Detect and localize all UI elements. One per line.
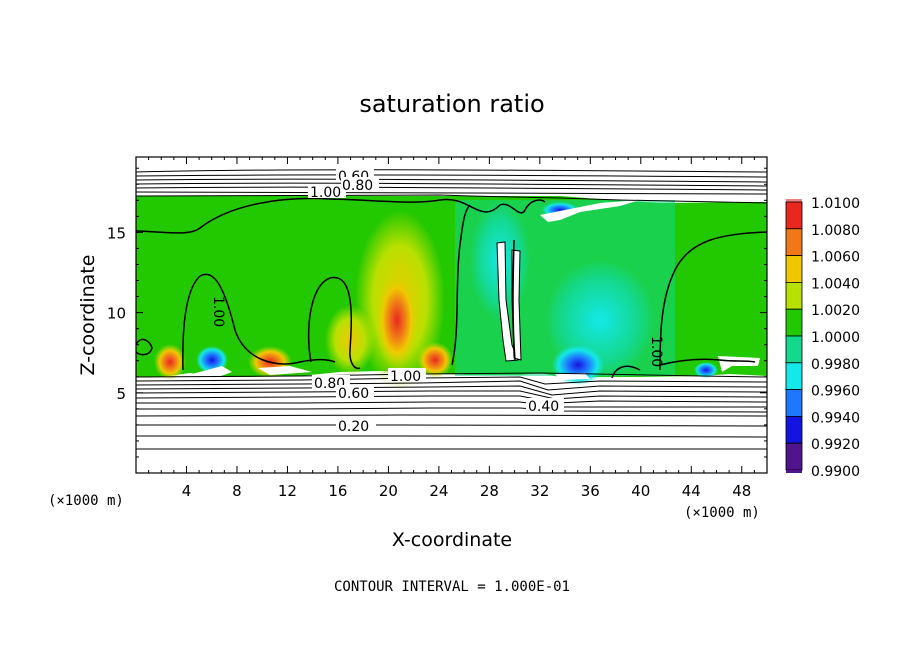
colorbar-swatch (785, 362, 803, 390)
x-tick-label: 44 (682, 482, 701, 500)
y-tick-label: 15 (107, 224, 126, 242)
x-tick-label: 40 (631, 482, 650, 500)
unsaturated-gap (555, 373, 590, 380)
contour-line (136, 191, 767, 195)
contour-line (136, 395, 767, 404)
heatmap-field (136, 196, 767, 390)
colorbar-swatch (785, 281, 803, 310)
unsaturated-gap (496, 241, 519, 362)
chart-title: saturation ratio (359, 90, 544, 118)
y-tick-label: 5 (116, 385, 126, 403)
colorbar-label: 0.9920 (811, 437, 860, 453)
contour-label: 0.60 (338, 386, 369, 402)
contour-line (182, 273, 336, 371)
colorbar-swatch (785, 389, 803, 417)
contour-interval-footer: CONTOUR INTERVAL = 1.000E-01 (334, 579, 570, 595)
x-tick-label: 16 (328, 482, 347, 500)
contour-line (136, 194, 767, 204)
colorbar-label: 1.0080 (811, 223, 860, 239)
contour-line (136, 338, 153, 356)
contour-label: 1.00 (390, 369, 421, 385)
y-tick-labels: 5 10 15 (107, 224, 126, 402)
contour-label: 1.00 (648, 336, 664, 367)
contour-line (136, 401, 767, 408)
contour-label: 0.80 (342, 178, 373, 194)
dry-anomaly (694, 362, 718, 378)
y-tick-label: 10 (107, 305, 126, 323)
contour-line (611, 365, 641, 379)
contour-line (451, 204, 471, 366)
contour-line (136, 390, 767, 400)
colorbar-cap (786, 470, 802, 473)
x-unit-label-right: (×1000 m) (684, 505, 760, 521)
colorbar-label: 1.0000 (811, 330, 860, 346)
contour-line (136, 197, 546, 234)
colorbar-swatch (785, 228, 803, 257)
x-tick-label: 28 (480, 482, 499, 500)
colorbar-label: 0.9980 (811, 357, 860, 373)
x-tick-label: 20 (379, 482, 398, 500)
contour-line (136, 186, 767, 191)
contour-label: 1.00 (310, 185, 341, 201)
axis-ticks (136, 157, 767, 473)
x-tick-label: 36 (581, 482, 600, 500)
contour-line (659, 358, 756, 366)
x-tick-label: 8 (232, 482, 242, 500)
x-tick-label: 24 (429, 482, 448, 500)
colorbar-label: 1.0100 (811, 196, 860, 212)
contour-line (136, 169, 767, 173)
contour-line (136, 174, 767, 178)
colorbar-cap (786, 199, 802, 202)
y-axis-label: Z-coordinate (77, 255, 99, 376)
contour-line (512, 239, 516, 361)
colorbar-swatch (785, 308, 803, 337)
x-tick-label: 48 (732, 482, 751, 500)
contour-line (136, 178, 767, 183)
warm-anomaly (375, 270, 419, 370)
colorbar: 1.0100 1.0080 1.0060 1.0040 1.0020 1.0000 0.99… (785, 196, 860, 480)
contour-line (307, 276, 361, 370)
colorbar-label: 1.0060 (811, 250, 860, 266)
x-axis-label: X-coordinate (392, 529, 512, 551)
x-unit-label-left: (×1000 m) (48, 493, 124, 509)
colorbar-swatch (785, 415, 803, 444)
contour-line (136, 182, 767, 187)
colorbar-swatch (785, 442, 803, 471)
contour-line (136, 372, 767, 378)
contour-line (136, 407, 767, 413)
contour-label: 1.00 (210, 296, 226, 327)
colorbar-swatch (785, 255, 803, 283)
x-tick-label: 32 (530, 482, 549, 500)
x-tick-labels: 4 8 12 16 20 24 28 32 36 40 44 48 (182, 482, 752, 500)
unsaturated-gap (540, 200, 640, 222)
contour-labels: 0.60 1.00 0.80 1.00 1.00 1.00 0.80 0.60 … (210, 168, 664, 435)
contour-label: 0.40 (528, 399, 559, 415)
unsaturated-gap (258, 366, 312, 375)
contour-lines (136, 169, 767, 450)
x-tick-label: 12 (278, 482, 297, 500)
contour-line (659, 231, 767, 371)
colorbar-label: 0.9960 (811, 384, 860, 400)
contour-line (136, 385, 767, 396)
contour-label: 0.20 (338, 419, 369, 435)
contour-line (136, 380, 767, 391)
colorbar-label: 0.9940 (811, 410, 860, 426)
contour-line (136, 376, 767, 385)
colorbar-swatch (785, 201, 803, 230)
colorbar-swatch (785, 335, 803, 364)
colorbar-label: 1.0020 (811, 303, 860, 319)
colorbar-label: 0.9900 (811, 464, 860, 480)
contour-line (136, 424, 767, 427)
contour-line (136, 414, 767, 417)
colorbar-label: 1.0040 (811, 276, 860, 292)
x-tick-label: 4 (182, 482, 192, 500)
warm-anomaly (154, 344, 186, 380)
contour-line (136, 435, 767, 438)
